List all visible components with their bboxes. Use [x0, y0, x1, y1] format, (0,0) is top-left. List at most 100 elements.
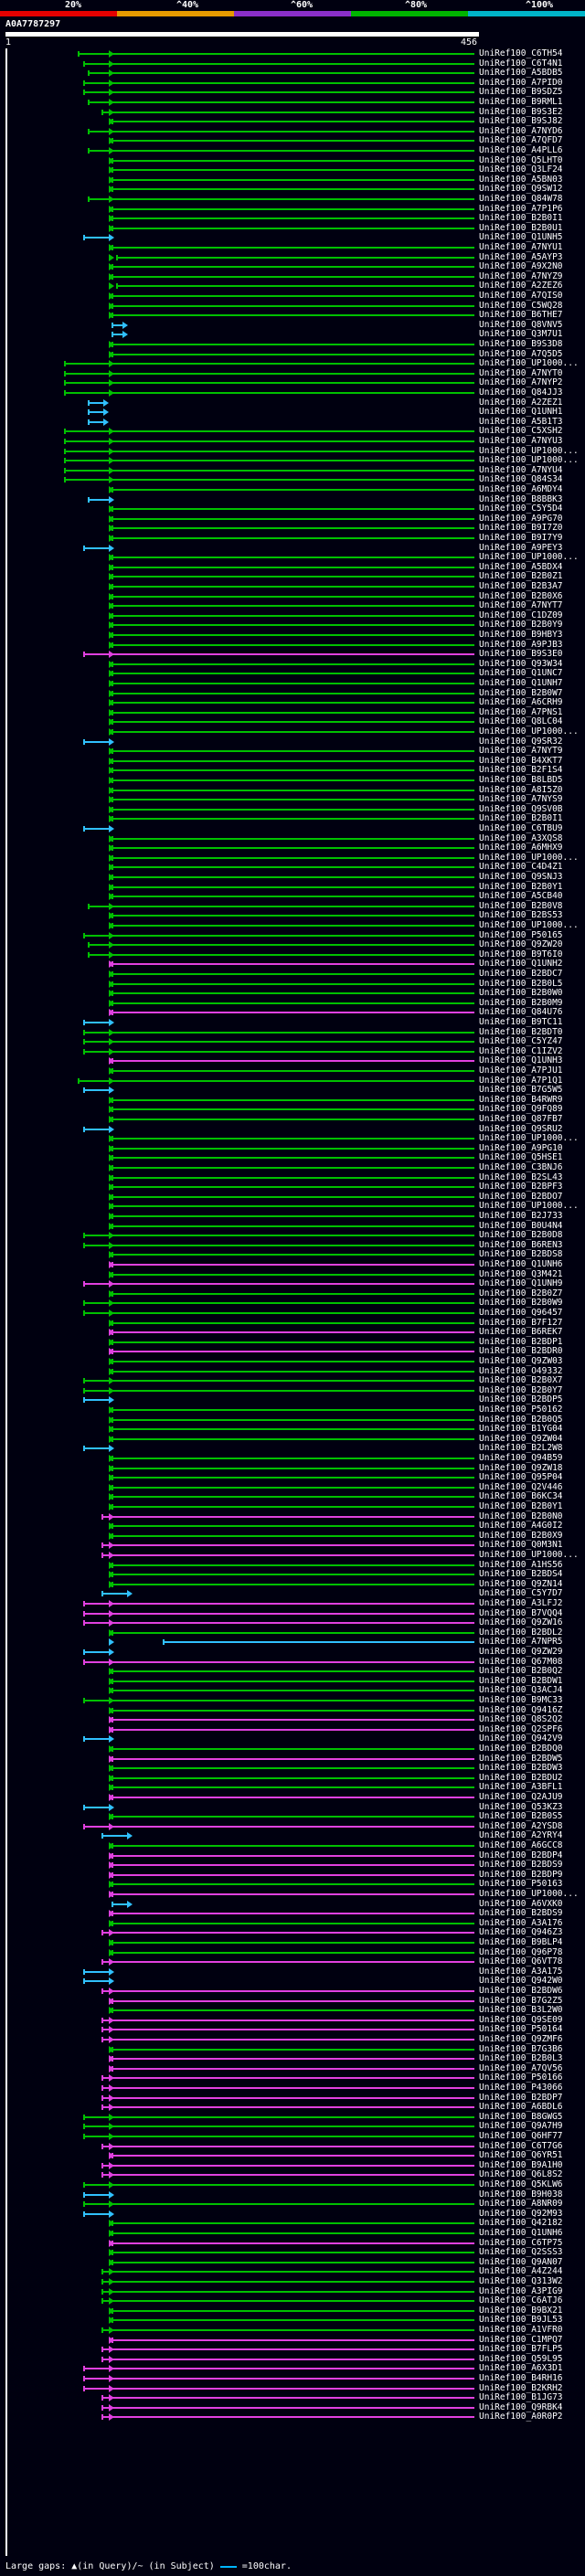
hit-row[interactable]: UniRef100_C5XSH2	[0, 426, 585, 436]
hit-row[interactable]: UniRef100_Q9SV0B	[0, 804, 585, 814]
hit-row[interactable]: UniRef100_Q9AN07	[0, 2257, 585, 2267]
hit-alignment-line[interactable]	[111, 1012, 474, 1014]
hit-label[interactable]: UniRef100_O49332	[479, 1365, 563, 1376]
hit-label[interactable]: UniRef100_B4RH16	[479, 2373, 563, 2383]
hit-alignment-line[interactable]	[111, 527, 474, 530]
hit-row[interactable]: UniRef100_B2BDP4	[0, 1850, 585, 1860]
hit-alignment-line[interactable]	[82, 1380, 474, 1383]
hit-label[interactable]: UniRef100_Q96457	[479, 1308, 563, 1318]
hit-row[interactable]: UniRef100_B9S3E2	[0, 107, 585, 117]
hit-label[interactable]: UniRef100_A5BN03	[479, 174, 563, 185]
hit-label[interactable]: UniRef100_B8GWG5	[479, 2111, 563, 2122]
hit-row[interactable]: UniRef100_Q9RBK4	[0, 2402, 585, 2412]
hit-alignment-line[interactable]	[111, 1002, 474, 1004]
hit-label[interactable]: UniRef100_B2BDP5	[479, 1394, 563, 1405]
hit-label[interactable]: UniRef100_B9BLP4	[479, 1937, 563, 1947]
hit-row[interactable]: UniRef100_B3L2W0	[0, 2005, 585, 2015]
hit-label[interactable]: UniRef100_A8I5Z0	[479, 784, 563, 795]
hit-label[interactable]: UniRef100_B2BDP1	[479, 1336, 563, 1347]
hit-alignment-line[interactable]	[111, 178, 474, 181]
hit-row[interactable]: UniRef100_P50165	[0, 930, 585, 940]
hit-row[interactable]: UniRef100_A5CB40	[0, 891, 585, 901]
hit-alignment-line[interactable]	[111, 2067, 474, 2070]
hit-label[interactable]: UniRef100_A2ZEZ1	[479, 397, 563, 408]
hit-alignment-line[interactable]	[111, 799, 474, 801]
hit-alignment-line[interactable]	[63, 440, 474, 442]
hit-label[interactable]: UniRef100_Q6L8S2	[479, 2169, 563, 2180]
hit-alignment-line[interactable]	[111, 576, 474, 578]
hit-label[interactable]: UniRef100_C6T7G6	[479, 2140, 563, 2151]
hit-label[interactable]: UniRef100_B2J733	[479, 1211, 563, 1221]
hit-alignment-line[interactable]	[111, 915, 474, 917]
hit-label[interactable]: UniRef100_C5XSH2	[479, 426, 563, 437]
hit-label[interactable]: UniRef100_B7G2Z5	[479, 1995, 563, 2006]
hit-row[interactable]: UniRef100_A3LFJ2	[0, 1598, 585, 1608]
hit-label[interactable]: UniRef100_A9PG10	[479, 1142, 563, 1153]
hit-label[interactable]: UniRef100_A6X3D1	[479, 2363, 563, 2374]
hit-label[interactable]: UniRef100_P43066	[479, 2083, 563, 2093]
hit-label[interactable]: UniRef100_B2BDP4	[479, 1850, 563, 1860]
hit-label[interactable]: UniRef100_Q9416Z	[479, 1704, 563, 1715]
hit-row[interactable]: UniRef100_B9MC33	[0, 1695, 585, 1705]
hit-alignment-line[interactable]	[111, 1098, 474, 1101]
hit-row[interactable]: UniRef100_B2BDS9	[0, 1908, 585, 1918]
hit-row[interactable]: UniRef100_B2B0X7	[0, 1375, 585, 1385]
hit-alignment-line[interactable]	[87, 72, 474, 75]
hit-alignment-line[interactable]	[111, 1728, 474, 1731]
hit-alignment-line[interactable]	[63, 450, 474, 452]
hit-label[interactable]: UniRef100_B9A1H0	[479, 2159, 563, 2170]
hit-row[interactable]: UniRef100_Q92M93	[0, 2209, 585, 2219]
hit-label[interactable]: UniRef100_UP1000...	[479, 1201, 579, 1212]
hit-row[interactable]: UniRef100_C3BNJ6	[0, 1162, 585, 1172]
hit-alignment-line[interactable]	[111, 1786, 474, 1789]
hit-label[interactable]: UniRef100_Q1UNH7	[479, 678, 563, 688]
hit-label[interactable]: UniRef100_Q9SE09	[479, 2014, 563, 2025]
hit-label[interactable]: UniRef100_B2BPF3	[479, 1182, 563, 1193]
hit-row[interactable]: UniRef100_Q2SSS3	[0, 2247, 585, 2257]
hit-alignment-line[interactable]	[111, 2319, 474, 2322]
hit-label[interactable]: UniRef100_B2L2W8	[479, 1443, 563, 1454]
hit-alignment-line[interactable]	[101, 2096, 474, 2099]
hit-alignment-line[interactable]	[111, 896, 474, 898]
hit-label[interactable]: UniRef100_B2B0S5	[479, 1811, 563, 1822]
hit-label[interactable]: UniRef100_A7PID0	[479, 77, 563, 88]
hit-row[interactable]: UniRef100_B7FLP5	[0, 2344, 585, 2354]
hit-alignment-line[interactable]	[111, 2338, 474, 2341]
hit-row[interactable]: UniRef100_Q8LC04	[0, 716, 585, 726]
hit-label[interactable]: UniRef100_A6MDY4	[479, 484, 563, 494]
hit-alignment-line[interactable]	[101, 2358, 474, 2360]
hit-row[interactable]: UniRef100_A7PJU1	[0, 1065, 585, 1076]
hit-row[interactable]: UniRef100_Q9SE09	[0, 2015, 585, 2025]
hit-label[interactable]: UniRef100_C1MPQ7	[479, 2334, 563, 2345]
hit-row[interactable]: UniRef100_Q84S34	[0, 474, 585, 484]
hit-label[interactable]: UniRef100_B2B0U1	[479, 222, 563, 233]
hit-alignment-line[interactable]	[111, 731, 474, 733]
hit-label[interactable]: UniRef100_B8LBD5	[479, 775, 563, 785]
hit-row[interactable]: UniRef100_B9T6I0	[0, 949, 585, 959]
hit-label[interactable]: UniRef100_UP1000...	[479, 358, 579, 369]
hit-label[interactable]: UniRef100_Q95P04	[479, 1472, 563, 1483]
hit-row[interactable]: UniRef100_B2B0Z7	[0, 1288, 585, 1299]
hit-row[interactable]: UniRef100_B6KC34	[0, 1491, 585, 1501]
hit-label[interactable]: UniRef100_Q67M08	[479, 1656, 563, 1667]
hit-row[interactable]: UniRef100_A2ZEZ1	[0, 398, 585, 408]
hit-label[interactable]: UniRef100_B2B0D8	[479, 1230, 563, 1241]
hit-row[interactable]: UniRef100_B2B0Q2	[0, 1666, 585, 1676]
hit-row[interactable]: UniRef100_A7NYP2	[0, 377, 585, 387]
hit-row[interactable]: UniRef100_C6TBU9	[0, 823, 585, 833]
hit-alignment-line[interactable]	[111, 247, 474, 249]
hit-row[interactable]: UniRef100_A7NYT0	[0, 368, 585, 378]
hit-row[interactable]: UniRef100_Q9SRU2	[0, 1124, 585, 1134]
hit-label[interactable]: UniRef100_C1IZV2	[479, 1045, 563, 1056]
hit-label[interactable]: UniRef100_B6THE7	[479, 310, 563, 321]
hit-label[interactable]: UniRef100_Q9FQ89	[479, 1104, 563, 1115]
hit-label[interactable]: UniRef100_P50162	[479, 1405, 563, 1415]
hit-row[interactable]: UniRef100_Q67M08	[0, 1657, 585, 1667]
hit-alignment-line[interactable]	[111, 605, 474, 608]
hit-row[interactable]: UniRef100_B2BDP5	[0, 1394, 585, 1405]
hit-label[interactable]: UniRef100_Q6VT78	[479, 1956, 563, 1967]
hit-alignment-line[interactable]	[101, 1515, 474, 1518]
hit-label[interactable]: UniRef100_UP1000...	[479, 726, 579, 737]
hit-alignment-line[interactable]	[111, 2309, 474, 2312]
hit-row[interactable]: UniRef100_Q9ZW04	[0, 1434, 585, 1444]
